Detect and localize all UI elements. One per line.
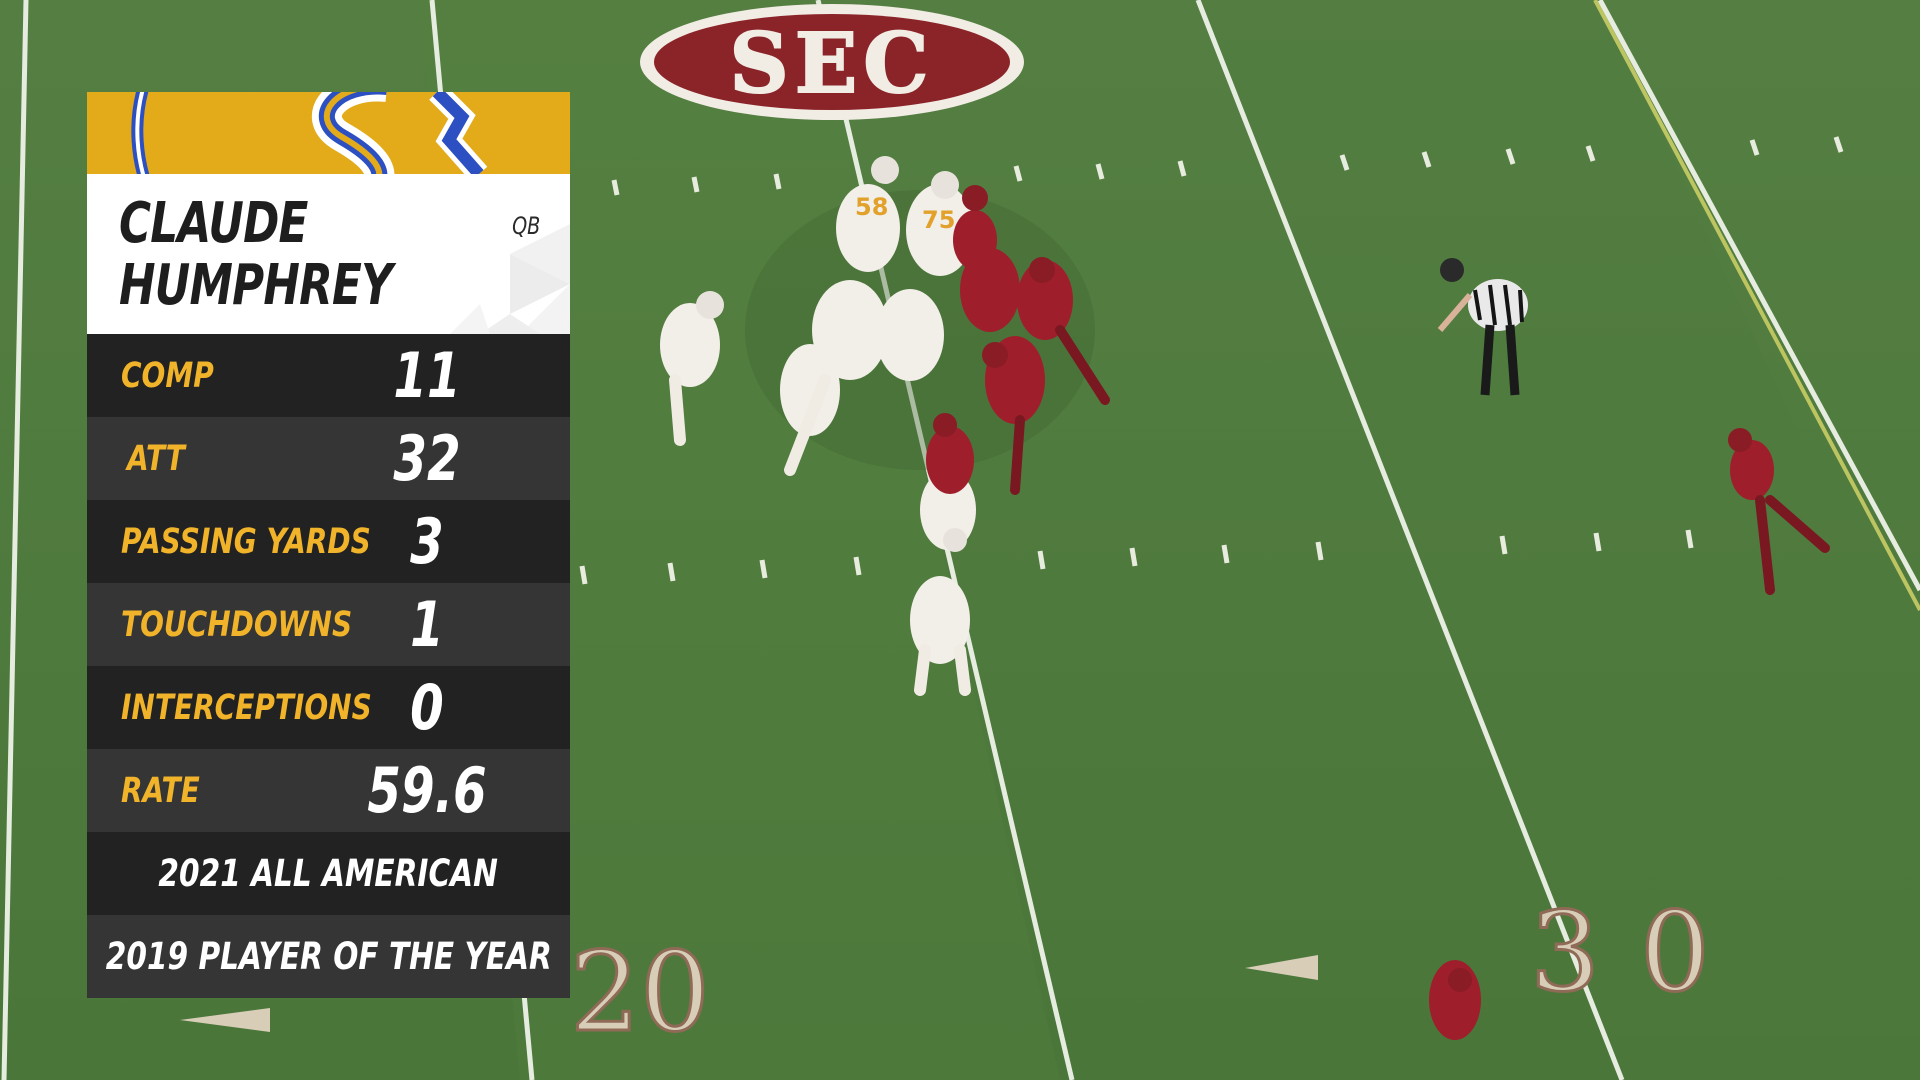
team-banner — [87, 92, 570, 174]
yard-number-30: 30 — [1530, 888, 1750, 1016]
triangle-pattern-icon — [450, 224, 570, 334]
stat-value: 59.6 — [367, 754, 487, 827]
award-row: 2021 ALL AMERICAN — [87, 832, 570, 915]
player-first-name: CLAUDE — [119, 191, 308, 256]
stat-label: COMP — [121, 355, 214, 396]
stat-value: 11 — [393, 339, 461, 412]
yard-numbers: 20 30 — [180, 887, 1750, 1058]
players-scrum: 58 75 — [660, 156, 1830, 1040]
award-row: 2019 PLAYER OF THE YEAR — [87, 915, 570, 998]
player-name-panel: CLAUDE HUMPHREY QB #8 — [87, 174, 570, 334]
stat-row-rate: RATE 59.6 — [87, 749, 570, 832]
stat-value: 0 — [410, 671, 444, 744]
svg-text:75: 75 — [922, 206, 955, 234]
stat-value: 1 — [410, 588, 444, 661]
stat-row-passing-yards: PASSING YARDS 3 — [87, 500, 570, 583]
sec-logo-text: SEC — [730, 16, 935, 112]
stat-row-att: ATT 32 — [87, 417, 570, 500]
stat-label: RATE — [121, 770, 200, 811]
stat-label: INTERCEPTIONS — [121, 687, 372, 728]
award-text: 2019 PLAYER OF THE YEAR — [105, 935, 552, 978]
team-logo-icon — [131, 92, 488, 174]
stat-label: TOUCHDOWNS — [121, 604, 353, 645]
player-last-name: HUMPHREY — [119, 253, 393, 318]
stat-label: PASSING YARDS — [121, 521, 371, 562]
player-stat-card: CLAUDE HUMPHREY QB #8 COMP 11 ATT 32 PAS… — [87, 92, 570, 1002]
stat-row-comp: COMP 11 — [87, 334, 570, 417]
yard-number-20: 20 — [570, 928, 710, 1056]
referee — [1437, 258, 1528, 396]
stat-label: ATT — [127, 438, 185, 479]
svg-text:58: 58 — [855, 193, 888, 221]
sec-field-logo: SEC — [640, 4, 1024, 120]
yard-arrow-icon — [180, 1008, 270, 1032]
player-position: QB — [511, 212, 540, 240]
stat-row-touchdowns: TOUCHDOWNS 1 — [87, 583, 570, 666]
hash-marks-lower — [579, 529, 1694, 585]
hash-marks-upper — [611, 136, 1844, 196]
award-text: 2021 ALL AMERICAN — [158, 852, 499, 895]
stat-value: 32 — [393, 422, 461, 495]
yard-arrow-icon — [1245, 955, 1318, 980]
stat-row-interceptions: INTERCEPTIONS 0 — [87, 666, 570, 749]
stat-value: 3 — [410, 505, 444, 578]
